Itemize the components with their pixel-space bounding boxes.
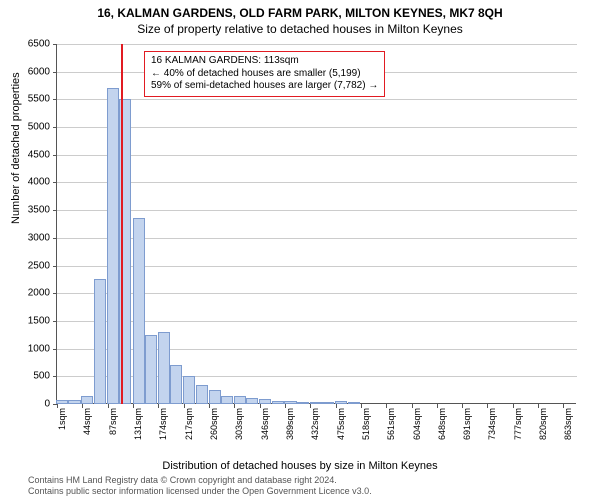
x-tick-label: 863sqm: [563, 408, 573, 458]
histogram-bar: [348, 402, 360, 404]
footer-line2: Contains public sector information licen…: [28, 486, 372, 496]
x-tick-label: 131sqm: [133, 408, 143, 458]
histogram-bar: [94, 279, 106, 404]
histogram-bar: [259, 399, 271, 404]
x-tick-label: 475sqm: [336, 408, 346, 458]
y-tick-label: 2500: [10, 260, 50, 271]
x-tick-label: 174sqm: [158, 408, 168, 458]
histogram-bar: [335, 401, 347, 404]
x-tick-label: 260sqm: [209, 408, 219, 458]
footer-line1: Contains HM Land Registry data © Crown c…: [28, 475, 372, 485]
y-tick-label: 3500: [10, 205, 50, 216]
histogram-bar: [234, 396, 246, 404]
histogram-bar: [170, 365, 182, 404]
y-tick-label: 1000: [10, 343, 50, 354]
histogram-bar: [158, 332, 170, 404]
histogram-bar: [209, 390, 221, 404]
histogram-bar: [81, 396, 93, 404]
histogram-bar: [145, 335, 157, 404]
footer-attribution: Contains HM Land Registry data © Crown c…: [28, 475, 372, 496]
y-tick-label: 5000: [10, 122, 50, 133]
x-tick-label: 561sqm: [386, 408, 396, 458]
histogram-bar: [133, 218, 145, 404]
x-tick-label: 820sqm: [538, 408, 548, 458]
x-tick-label: 734sqm: [487, 408, 497, 458]
histogram-bar: [284, 401, 296, 404]
x-tick-label: 389sqm: [285, 408, 295, 458]
histogram-bar: [68, 400, 80, 404]
histogram-bar: [310, 402, 322, 404]
y-tick-label: 2000: [10, 288, 50, 299]
y-tick-label: 1500: [10, 315, 50, 326]
histogram-bar: [56, 400, 68, 404]
histogram-bar: [183, 376, 195, 404]
chart-plot-area: 0500100015002000250030003500400045005000…: [56, 44, 576, 404]
histogram-bar: [196, 385, 208, 404]
histogram-bar: [246, 398, 258, 404]
y-tick-label: 6000: [10, 66, 50, 77]
x-tick-label: 303sqm: [234, 408, 244, 458]
highlight-marker: [121, 44, 123, 404]
x-tick-label: 518sqm: [361, 408, 371, 458]
histogram-bar: [297, 402, 309, 404]
histogram-bar: [272, 401, 284, 404]
y-tick-label: 4000: [10, 177, 50, 188]
x-tick-label: 691sqm: [462, 408, 472, 458]
x-tick-label: 648sqm: [437, 408, 447, 458]
annotation-callout: 16 KALMAN GARDENS: 113sqm ← 40% of detac…: [144, 51, 385, 97]
y-tick-label: 6500: [10, 39, 50, 50]
histogram-bar: [107, 88, 119, 404]
chart-title-address: 16, KALMAN GARDENS, OLD FARM PARK, MILTO…: [0, 0, 600, 20]
annotation-line2: ← 40% of detached houses are smaller (5,…: [151, 68, 378, 81]
x-tick-label: 217sqm: [184, 408, 194, 458]
histogram-bar: [322, 402, 334, 404]
x-tick-label: 604sqm: [412, 408, 422, 458]
y-tick-label: 500: [10, 371, 50, 382]
y-tick-label: 4500: [10, 149, 50, 160]
x-axis-label: Distribution of detached houses by size …: [0, 460, 600, 472]
x-tick-label: 432sqm: [310, 408, 320, 458]
x-tick-label: 777sqm: [513, 408, 523, 458]
x-tick-label: 87sqm: [108, 408, 118, 458]
x-tick-label: 44sqm: [82, 408, 92, 458]
y-tick-label: 5500: [10, 94, 50, 105]
histogram-bar: [221, 396, 233, 404]
x-tick-label: 1sqm: [57, 408, 67, 458]
x-tick-label: 346sqm: [260, 408, 270, 458]
chart-title-subtitle: Size of property relative to detached ho…: [0, 20, 600, 36]
y-tick-label: 0: [10, 399, 50, 410]
y-tick-label: 3000: [10, 232, 50, 243]
annotation-line1: 16 KALMAN GARDENS: 113sqm: [151, 55, 378, 68]
annotation-line3: 59% of semi-detached houses are larger (…: [151, 80, 378, 93]
